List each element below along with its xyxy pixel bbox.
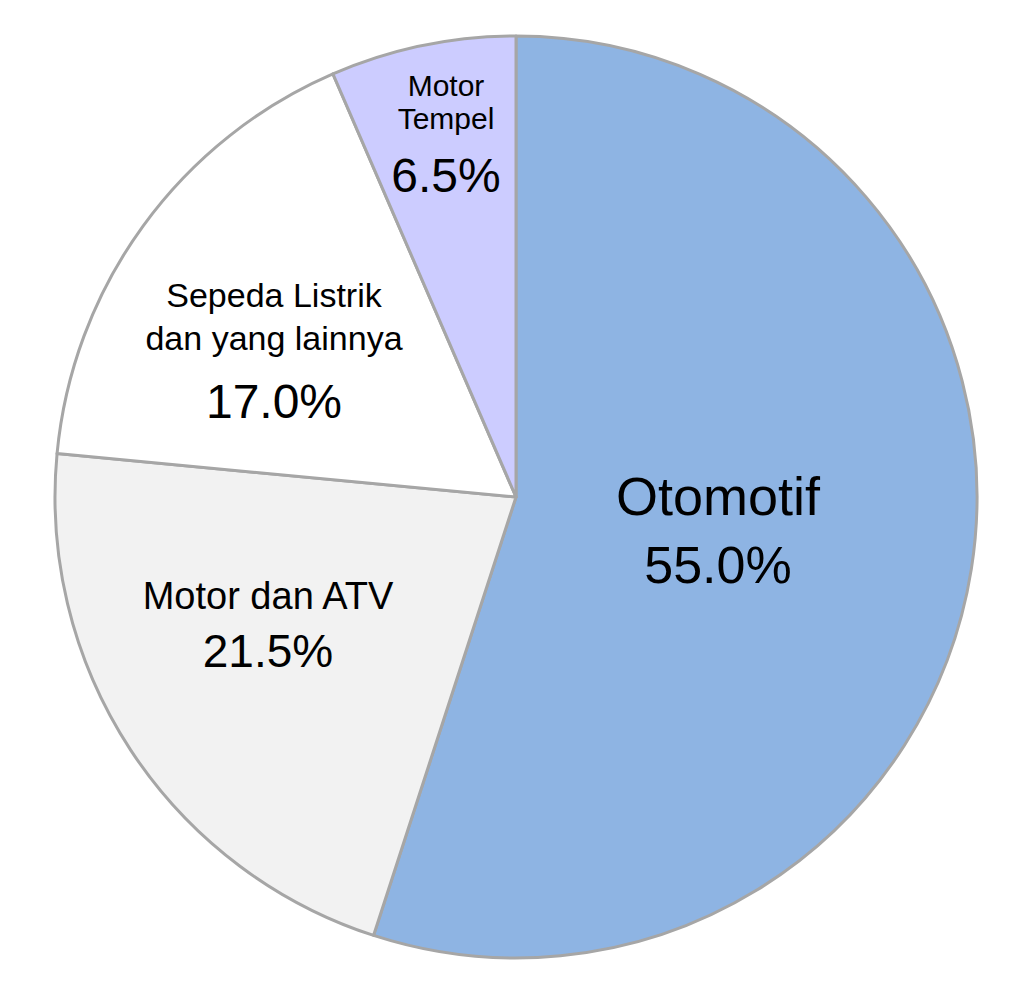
pie-chart: Otomotif 55.0% Motor dan ATV 21.5% Sepeda Li…	[0, 0, 1036, 1000]
slice-label-line: Otomotif	[616, 466, 821, 526]
data-label: 21.5%	[203, 625, 333, 677]
data-label: 55.0%	[644, 536, 791, 594]
labels: Otomotif 55.0% Motor dan ATV 21.5% Sepeda Li…	[143, 69, 821, 677]
slices	[55, 36, 977, 958]
slice-label: Motor dan ATV	[143, 575, 394, 617]
data-label: 17.0%	[206, 375, 342, 428]
slice-label: Otomotif	[616, 466, 821, 526]
pie-slice	[333, 36, 516, 497]
slice-label-line: dan yang lainnya	[145, 319, 402, 357]
slice-label-line: Tempel	[398, 102, 495, 135]
slice-label: MotorTempel	[398, 69, 495, 135]
slice-label-line: Motor	[408, 69, 485, 102]
data-label: 6.5%	[391, 149, 500, 202]
chart-container: Otomotif 55.0% Motor dan ATV 21.5% Sepeda Li…	[0, 0, 1036, 1000]
slice-label: Sepeda Listrik dan yang lainnya	[145, 276, 402, 357]
slice-label-line: Sepeda Listrik	[166, 276, 382, 314]
slice-label-line: Motor dan ATV	[143, 575, 394, 617]
pie-slice	[55, 454, 516, 936]
